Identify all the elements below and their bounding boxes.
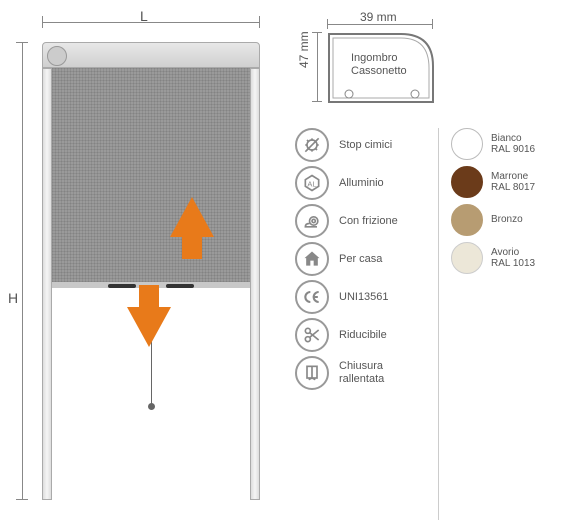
scissors-icon — [295, 318, 329, 352]
bug-slash-icon — [295, 128, 329, 162]
feature-item: UNI13561 — [295, 280, 426, 314]
color-label: MarroneRAL 8017 — [491, 171, 535, 194]
feature-label: Chiusura rallentata — [339, 360, 426, 385]
color-item: MarroneRAL 8017 — [451, 166, 551, 198]
product-drawing: L H — [0, 0, 295, 528]
feature-item: Per casa — [295, 242, 426, 276]
aluminum-icon: AL — [295, 166, 329, 200]
features-colors-row: Stop cimici AL Alluminio Con frizione Pe… — [295, 128, 551, 520]
feature-item: Chiusura rallentata — [295, 356, 426, 390]
feature-label: Per casa — [339, 253, 382, 266]
snail-icon — [295, 204, 329, 238]
color-label: BiancoRAL 9016 — [491, 133, 535, 156]
arrow-up-icon — [170, 197, 214, 237]
color-item: Bronzo — [451, 204, 551, 236]
profile-dim-line-w — [327, 24, 433, 25]
specs-panel: 39 mm 47 mm Ingombro Cassonetto Stop cim… — [295, 0, 561, 528]
guide-rail-right — [250, 68, 260, 500]
profile-caption-line2: Cassonetto — [351, 65, 407, 77]
mesh-screen — [52, 68, 250, 288]
color-label: AvorioRAL 1013 — [491, 247, 535, 270]
profile-dim-line-h — [317, 32, 318, 102]
dimension-line-height — [22, 42, 23, 500]
feature-item: Con frizione — [295, 204, 426, 238]
color-label: Bronzo — [491, 214, 523, 226]
color-swatch-avorio — [451, 242, 483, 274]
dimension-line-width — [42, 22, 260, 23]
slow-close-icon — [295, 356, 329, 390]
profile-caption-line1: Ingombro — [351, 52, 397, 64]
profile-cross-section: 39 mm 47 mm Ingombro Cassonetto — [295, 8, 551, 113]
profile-caption: Ingombro Cassonetto — [351, 52, 407, 78]
house-icon — [295, 242, 329, 276]
feature-item: Riducibile — [295, 318, 426, 352]
ce-mark-icon — [295, 280, 329, 314]
colors-list: BiancoRAL 9016 MarroneRAL 8017 Bronzo Av… — [451, 128, 551, 520]
feature-label: Con frizione — [339, 215, 398, 228]
roller-screen-assembly — [42, 42, 260, 500]
features-list: Stop cimici AL Alluminio Con frizione Pe… — [295, 128, 434, 520]
feature-item: Stop cimici — [295, 128, 426, 162]
vertical-divider — [438, 128, 439, 520]
color-item: AvorioRAL 1013 — [451, 242, 551, 274]
color-swatch-marrone — [451, 166, 483, 198]
feature-label: UNI13561 — [339, 291, 389, 304]
color-swatch-bianco — [451, 128, 483, 160]
svg-text:AL: AL — [307, 179, 316, 188]
cassonetto-box — [42, 42, 260, 68]
dimension-height-label: H — [8, 290, 18, 306]
color-item: BiancoRAL 9016 — [451, 128, 551, 160]
feature-label: Stop cimici — [339, 139, 392, 152]
color-swatch-bronzo — [451, 204, 483, 236]
feature-item: AL Alluminio — [295, 166, 426, 200]
product-infographic: L H 39 mm 47 mm — [0, 0, 561, 528]
profile-width-label: 39 mm — [360, 10, 397, 24]
profile-height-label: 47 mm — [297, 31, 311, 68]
feature-label: Alluminio — [339, 177, 384, 190]
guide-rail-left — [42, 68, 52, 500]
arrow-down-icon — [127, 307, 171, 347]
feature-label: Riducibile — [339, 329, 387, 342]
